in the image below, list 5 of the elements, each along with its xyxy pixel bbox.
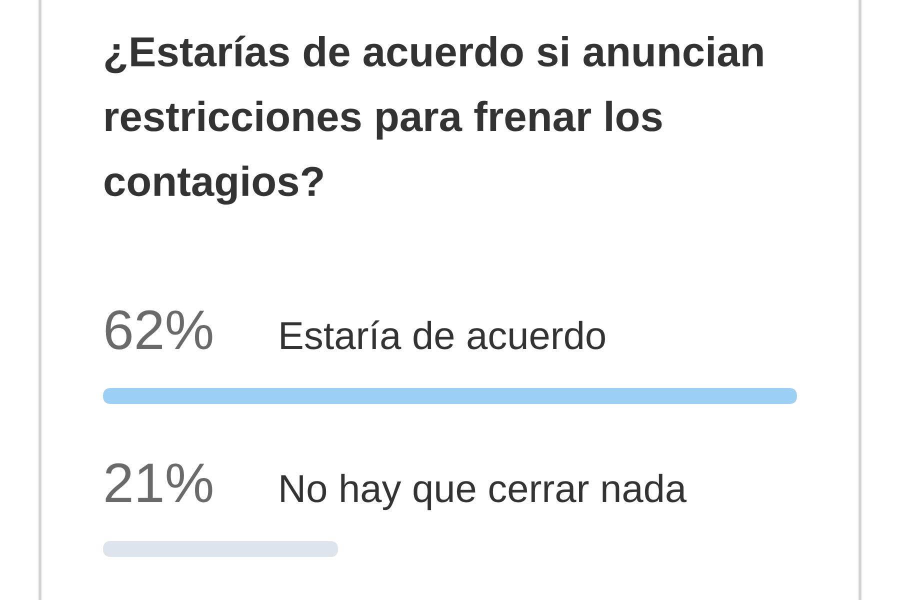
y-tick-label: No hay que cerrar nada bbox=[281, 474, 687, 510]
data-label: 21% bbox=[106, 463, 212, 502]
data-label: 62% bbox=[106, 310, 212, 350]
chart-title: ¿Estarías de acuerdo si anuncian restricciones para frenar los contagios? bbox=[104, 36, 763, 205]
y-tick-label: Estaría de acuerdo bbox=[281, 320, 605, 350]
